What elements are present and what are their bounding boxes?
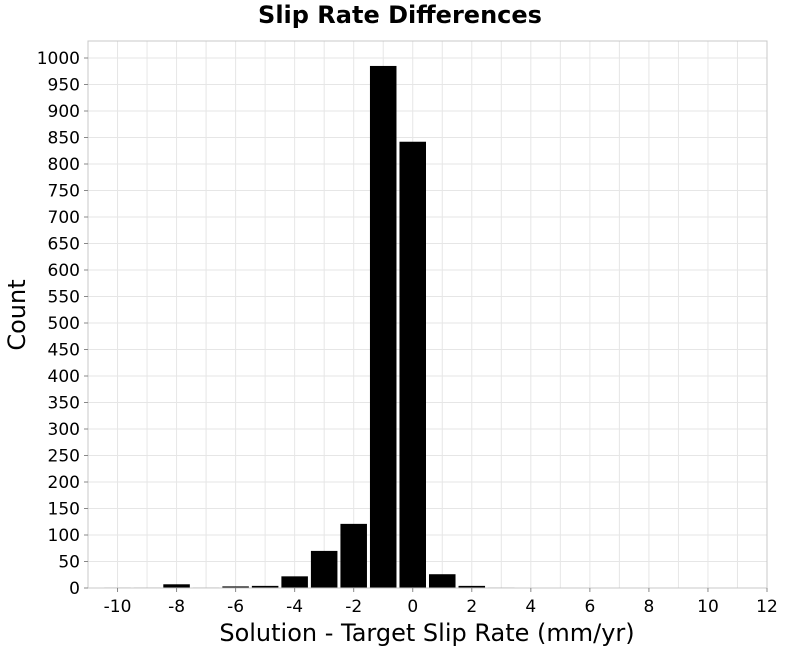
grid-lines	[87, 41, 768, 589]
y-tick-label: 1000	[37, 49, 80, 69]
y-tick-label: 700	[48, 208, 80, 228]
histogram-bar	[340, 523, 367, 588]
x-tick-label: 12	[756, 597, 778, 617]
y-tick-label: 350	[48, 394, 80, 414]
y-tick-label: 850	[48, 129, 80, 149]
x-tick-label: 8	[643, 597, 654, 617]
histogram-bar	[310, 550, 338, 588]
histogram-bar	[369, 65, 397, 588]
x-tick-label: -10	[104, 597, 132, 617]
y-tick-label: 500	[48, 314, 80, 334]
histogram-bar	[429, 574, 456, 588]
histogram-bar	[399, 141, 426, 589]
x-axis-title: Solution - Target Slip Rate (mm/yr)	[219, 619, 634, 647]
y-tick-label: 300	[48, 420, 80, 440]
y-tick-label: 150	[48, 500, 80, 520]
x-tick-label: 4	[525, 597, 536, 617]
y-tick-label: 250	[48, 447, 80, 467]
bars	[104, 65, 515, 589]
histogram-bar	[222, 586, 249, 588]
y-tick-label: 0	[69, 579, 80, 599]
x-tick-label: -6	[227, 597, 244, 617]
x-tick-label: 10	[697, 597, 719, 617]
y-tick-label: 650	[48, 235, 80, 255]
y-axis-title: Count	[3, 279, 31, 350]
x-tick-label: -2	[345, 597, 362, 617]
y-tick-label: 200	[48, 473, 80, 493]
x-tick-label: 2	[466, 597, 477, 617]
histogram-bar	[163, 584, 190, 588]
y-tick-label: 100	[48, 526, 80, 546]
x-tick-label: 6	[584, 597, 595, 617]
y-tick-label: 50	[58, 553, 80, 573]
x-tick-label: -4	[286, 597, 303, 617]
x-tick-label: -8	[168, 597, 185, 617]
chart-title: Slip Rate Differences	[258, 1, 542, 29]
x-tick-label: 0	[407, 597, 418, 617]
y-tick-label: 400	[48, 367, 80, 387]
y-axis-ticks: 0 50 100 150 200 250 300 350 400 450 500 550 600 650 7…	[37, 49, 88, 599]
y-tick-label: 450	[48, 341, 80, 361]
x-axis-ticks: -10 -8 -6 -4 -2 0 2 4 6 8 10 12	[104, 588, 778, 617]
y-tick-label: 950	[48, 76, 80, 96]
histogram-bar	[458, 585, 486, 588]
y-tick-label: 750	[48, 182, 80, 202]
y-tick-label: 800	[48, 155, 80, 175]
y-tick-label: 600	[48, 261, 80, 281]
plot-frame	[87, 40, 768, 589]
histogram-bar	[281, 576, 308, 588]
histogram-bar	[251, 585, 279, 588]
y-tick-label: 550	[48, 288, 80, 308]
y-tick-label: 900	[48, 102, 80, 122]
